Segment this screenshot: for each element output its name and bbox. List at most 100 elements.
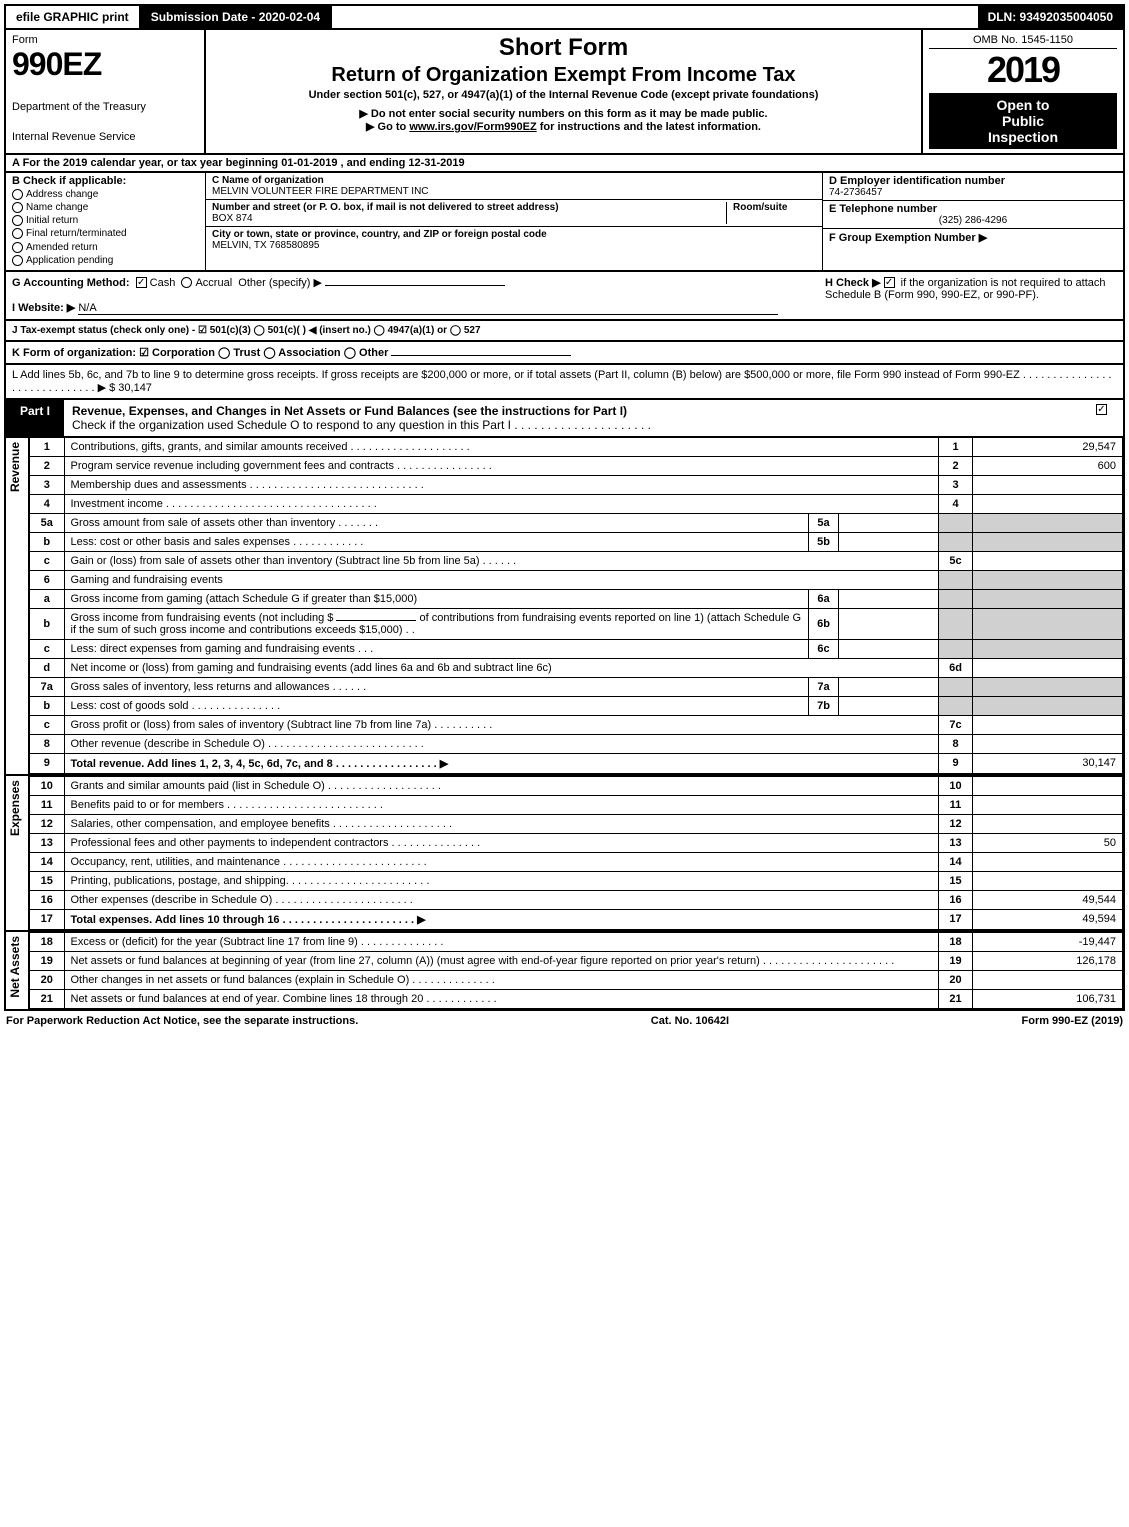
- line-11: 11Benefits paid to or for members . . . …: [30, 795, 1123, 814]
- org-name-label: C Name of organization: [212, 175, 816, 186]
- opt-address-change[interactable]: Address change: [12, 189, 199, 200]
- part-1-header: Part I Revenue, Expenses, and Changes in…: [4, 400, 1125, 438]
- line-17: 17Total expenses. Add lines 10 through 1…: [30, 909, 1123, 929]
- row-l-amount: 30,147: [118, 382, 152, 394]
- ein-label: D Employer identification number: [829, 175, 1117, 187]
- form-word: Form: [12, 34, 198, 46]
- footer-mid: Cat. No. 10642I: [651, 1015, 729, 1027]
- dept-treasury: Department of the Treasury: [12, 101, 198, 113]
- col-c-org-info: C Name of organization MELVIN VOLUNTEER …: [206, 173, 823, 270]
- row-j-tax-exempt: J Tax-exempt status (check only one) - ☑…: [4, 321, 1125, 342]
- line-7a: 7aGross sales of inventory, less returns…: [30, 677, 1123, 696]
- phone-label: E Telephone number: [829, 203, 1117, 215]
- addr-label: Number and street (or P. O. box, if mail…: [212, 202, 726, 213]
- col-de: D Employer identification number 74-2736…: [823, 173, 1123, 270]
- h-label: H Check ▶: [825, 277, 881, 289]
- part-1-schedule-o-checkbox[interactable]: ✓: [1096, 404, 1107, 415]
- row-h: H Check ▶ ✓ if the organization is not r…: [817, 276, 1117, 315]
- line-6d: dNet income or (loss) from gaming and fu…: [30, 658, 1123, 677]
- irs-label: Internal Revenue Service: [12, 131, 198, 143]
- other-org-input[interactable]: [391, 355, 571, 356]
- room-label: Room/suite: [733, 202, 816, 213]
- col-b-checkboxes: B Check if applicable: Address change Na…: [6, 173, 206, 270]
- line-8: 8Other revenue (describe in Schedule O) …: [30, 734, 1123, 753]
- part-1-title: Revenue, Expenses, and Changes in Net As…: [64, 400, 1083, 436]
- line-5a: 5aGross amount from sale of assets other…: [30, 513, 1123, 532]
- opt-name-change[interactable]: Name change: [12, 202, 199, 213]
- line-7b: bLess: cost of goods sold . . . . . . . …: [30, 696, 1123, 715]
- cash-checkbox[interactable]: ✓: [136, 277, 147, 288]
- opt-application-pending[interactable]: Application pending: [12, 255, 199, 266]
- form-header: Form 990EZ Department of the Treasury In…: [4, 30, 1125, 155]
- header-center: Short Form Return of Organization Exempt…: [206, 30, 923, 153]
- other-specify-input[interactable]: [325, 285, 505, 286]
- revenue-section: Revenue 1Contributions, gifts, grants, a…: [4, 438, 1125, 776]
- subtitle-1: Under section 501(c), 527, or 4947(a)(1)…: [214, 89, 913, 101]
- tax-year: 2019: [929, 49, 1117, 91]
- line-15: 15Printing, publications, postage, and s…: [30, 871, 1123, 890]
- opt-final-return[interactable]: Final return/terminated: [12, 228, 199, 239]
- open-inspection: Open to Public Inspection: [929, 93, 1117, 149]
- website-value: N/A: [78, 302, 778, 315]
- irs-link[interactable]: www.irs.gov/Form990EZ: [409, 121, 536, 133]
- topbar: efile GRAPHIC print Submission Date - 20…: [4, 4, 1125, 30]
- form-number: 990EZ: [12, 46, 198, 83]
- expenses-section: Expenses 10Grants and similar amounts pa…: [4, 776, 1125, 932]
- dln-label: DLN: 93492035004050: [978, 6, 1123, 28]
- row-k-form-org: K Form of organization: ☑ Corporation ◯ …: [4, 342, 1125, 365]
- line-13: 13Professional fees and other payments t…: [30, 833, 1123, 852]
- omb-number: OMB No. 1545-1150: [929, 34, 1117, 49]
- line-14: 14Occupancy, rent, utilities, and mainte…: [30, 852, 1123, 871]
- line-6: 6Gaming and fundraising events: [30, 570, 1123, 589]
- revenue-vlabel: Revenue: [6, 438, 30, 774]
- page-footer: For Paperwork Reduction Act Notice, see …: [4, 1011, 1125, 1031]
- line-18: 18Excess or (deficit) for the year (Subt…: [30, 932, 1123, 951]
- col-b-header: B Check if applicable:: [12, 175, 199, 187]
- line-6c: cLess: direct expenses from gaming and f…: [30, 639, 1123, 658]
- part-1-tag: Part I: [6, 400, 64, 436]
- sub3-pre: ▶ Go to: [366, 121, 409, 133]
- accounting-method-label: G Accounting Method:: [12, 277, 130, 289]
- subtitle-3: ▶ Go to www.irs.gov/Form990EZ for instru…: [214, 120, 913, 133]
- line-12: 12Salaries, other compensation, and empl…: [30, 814, 1123, 833]
- row-l-text: L Add lines 5b, 6c, and 7b to line 9 to …: [12, 369, 1112, 394]
- row-gh: G Accounting Method: ✓Cash Accrual Other…: [4, 272, 1125, 321]
- net-assets-section: Net Assets 18Excess or (deficit) for the…: [4, 932, 1125, 1011]
- opt-initial-return[interactable]: Initial return: [12, 215, 199, 226]
- opt-amended-return[interactable]: Amended return: [12, 242, 199, 253]
- h-checkbox[interactable]: ✓: [884, 277, 895, 288]
- short-form-title: Short Form: [214, 34, 913, 62]
- efile-print-button[interactable]: efile GRAPHIC print: [6, 6, 141, 28]
- line-2: 2Program service revenue including gover…: [30, 456, 1123, 475]
- accrual-radio[interactable]: [181, 277, 192, 288]
- line-6b: bGross income from fundraising events (n…: [30, 608, 1123, 639]
- group-exempt-label: F Group Exemption Number ▶: [829, 232, 987, 244]
- line-19: 19Net assets or fund balances at beginni…: [30, 951, 1123, 970]
- sub3-post: for instructions and the latest informat…: [537, 121, 761, 133]
- city-value: MELVIN, TX 768580895: [212, 240, 816, 251]
- line-7c: cGross profit or (loss) from sales of in…: [30, 715, 1123, 734]
- line-1: 1Contributions, gifts, grants, and simil…: [30, 438, 1123, 457]
- website-label: I Website: ▶: [12, 302, 75, 314]
- line-3: 3Membership dues and assessments . . . .…: [30, 475, 1123, 494]
- line-9: 9Total revenue. Add lines 1, 2, 3, 4, 5c…: [30, 753, 1123, 773]
- submission-date-button[interactable]: Submission Date - 2020-02-04: [141, 6, 332, 28]
- footer-left: For Paperwork Reduction Act Notice, see …: [6, 1015, 358, 1027]
- part-1-check-line: Check if the organization used Schedule …: [72, 418, 651, 432]
- org-name: MELVIN VOLUNTEER FIRE DEPARTMENT INC: [212, 186, 816, 197]
- line-6a: aGross income from gaming (attach Schedu…: [30, 589, 1123, 608]
- phone-value: (325) 286-4296: [829, 215, 1117, 226]
- header-left: Form 990EZ Department of the Treasury In…: [6, 30, 206, 153]
- header-right: OMB No. 1545-1150 2019 Open to Public In…: [923, 30, 1123, 153]
- city-label: City or town, state or province, country…: [212, 229, 816, 240]
- ein-value: 74-2736457: [829, 187, 1117, 198]
- addr-value: BOX 874: [212, 213, 726, 224]
- line-4: 4Investment income . . . . . . . . . . .…: [30, 494, 1123, 513]
- footer-right: Form 990-EZ (2019): [1022, 1015, 1123, 1027]
- expenses-vlabel: Expenses: [6, 776, 30, 930]
- topbar-spacer: [332, 6, 977, 28]
- line-21: 21Net assets or fund balances at end of …: [30, 989, 1123, 1008]
- row-l-gross-receipts: L Add lines 5b, 6c, and 7b to line 9 to …: [4, 365, 1125, 400]
- line-5b: bLess: cost or other basis and sales exp…: [30, 532, 1123, 551]
- main-title: Return of Organization Exempt From Incom…: [214, 64, 913, 87]
